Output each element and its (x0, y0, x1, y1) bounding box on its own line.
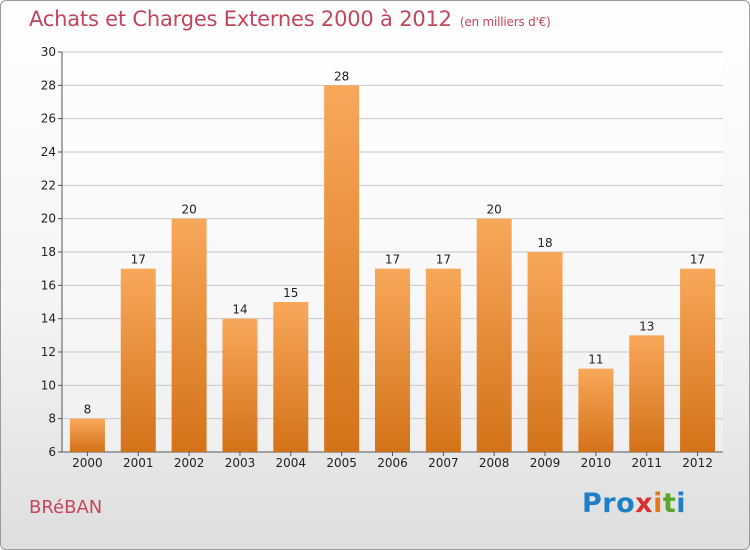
chart-unit: (en milliers d'€) (459, 15, 551, 29)
data-label: 17 (131, 253, 146, 267)
logo-part-i: i (653, 488, 663, 519)
x-tick-label: 2005 (326, 456, 357, 470)
y-tick-label: 30 (41, 45, 56, 59)
data-label: 15 (283, 286, 298, 300)
data-label: 17 (690, 253, 705, 267)
data-label: 11 (588, 353, 603, 367)
y-tick-label: 14 (41, 312, 56, 326)
bar (171, 218, 207, 452)
x-tick-label: 2006 (377, 456, 408, 470)
logo-part-i2: i (676, 488, 687, 519)
x-tick-label: 2004 (276, 456, 307, 470)
data-label: 13 (639, 319, 654, 333)
y-tick-label: 26 (41, 112, 56, 126)
y-tick-label: 12 (41, 345, 56, 359)
y-tick-label: 10 (41, 378, 56, 392)
x-tick-label: 2003 (225, 456, 256, 470)
commune-name: BRéBAN (29, 497, 103, 518)
bar (273, 302, 309, 452)
y-tick-label: 18 (41, 245, 56, 259)
bar (680, 268, 716, 452)
data-label: 18 (537, 236, 552, 250)
proxiti-logo: Proxiti (582, 488, 686, 519)
y-tick-label: 16 (41, 278, 56, 292)
data-label: 14 (232, 303, 247, 317)
data-label: 8 (84, 403, 92, 417)
data-label: 28 (334, 69, 349, 83)
bar (425, 268, 461, 452)
y-tick-label: 6 (48, 445, 56, 459)
logo-part-pro: Pro (582, 488, 636, 519)
bar (222, 318, 258, 452)
bar (69, 418, 105, 452)
y-tick-label: 28 (41, 78, 56, 92)
data-label: 20 (181, 203, 196, 217)
logo-part-t: t (662, 488, 677, 519)
chart-title: Achats et Charges Externes 2000 à 2012 (e… (29, 7, 551, 31)
bar (375, 268, 410, 452)
bar (629, 335, 665, 452)
data-label: 17 (385, 253, 400, 267)
x-tick-label: 2001 (123, 456, 154, 470)
x-tick-label: 2009 (530, 456, 561, 470)
data-label: 20 (487, 203, 502, 217)
x-tick-label: 2007 (428, 456, 459, 470)
x-tick-label: 2012 (682, 456, 713, 470)
x-tick-label: 2011 (631, 456, 662, 470)
x-tick-label: 2000 (72, 456, 103, 470)
bar (476, 218, 512, 452)
x-tick-label: 2010 (581, 456, 612, 470)
bar (578, 368, 614, 452)
bar (120, 268, 156, 452)
logo-part-x: x (635, 488, 654, 519)
chart-title-text: Achats et Charges Externes 2000 à 2012 (29, 7, 452, 31)
x-tick-label: 2008 (479, 456, 510, 470)
y-tick-label: 24 (41, 145, 56, 159)
y-tick-label: 22 (41, 178, 56, 192)
data-label: 17 (436, 253, 451, 267)
x-tick-label: 2002 (174, 456, 205, 470)
bar (527, 252, 563, 452)
y-tick-label: 20 (41, 212, 56, 226)
bar (324, 85, 360, 452)
y-tick-label: 8 (48, 412, 56, 426)
